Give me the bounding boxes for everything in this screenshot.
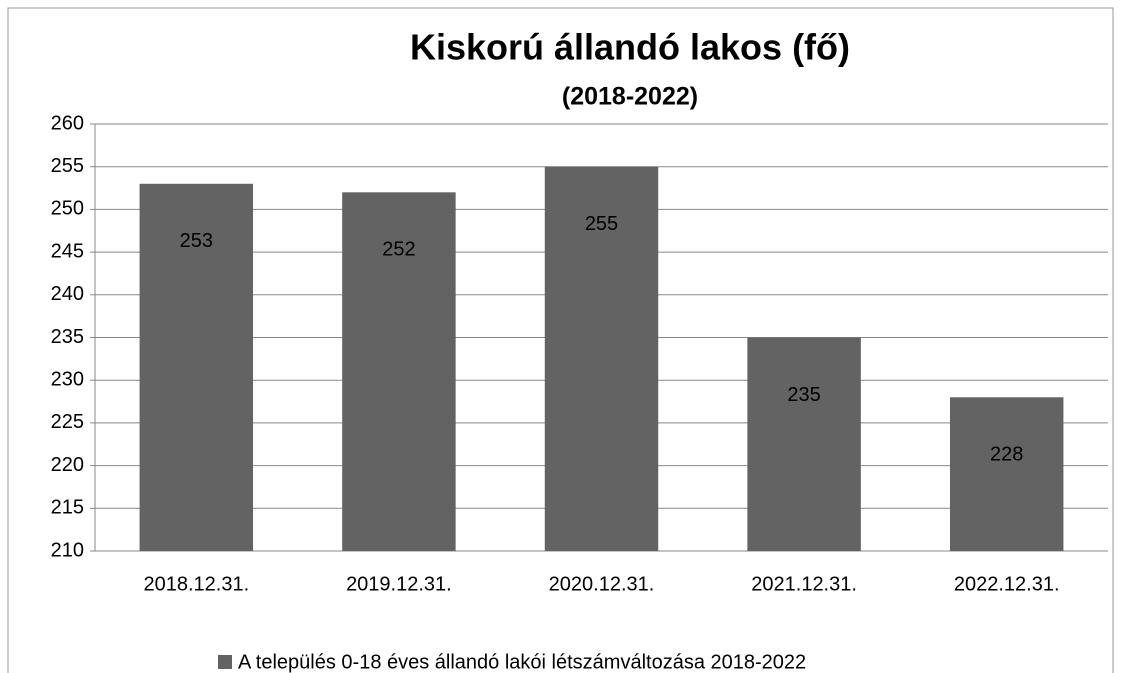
bar: [139, 183, 254, 551]
data-label: 235: [787, 384, 820, 406]
y-tick-label: 235: [51, 326, 84, 348]
y-tick-label: 240: [51, 283, 84, 305]
bar: [342, 192, 456, 551]
data-label: 253: [180, 230, 213, 252]
y-tick-label: 210: [51, 539, 84, 561]
bar: [747, 337, 861, 551]
y-tick-label: 260: [51, 112, 84, 134]
y-tick-label: 245: [51, 240, 84, 262]
bar: [949, 397, 1064, 551]
chart-subtitle: (2018-2022): [562, 83, 698, 111]
x-tick-label: 2022.12.31.: [954, 573, 1060, 595]
x-tick-label: 2021.12.31.: [751, 573, 857, 595]
y-tick-label: 250: [51, 198, 84, 220]
x-tick-label: 2018.12.31.: [143, 573, 249, 595]
legend-label: A település 0-18 éves állandó lakói léts…: [238, 651, 806, 673]
data-label: 252: [382, 239, 415, 261]
y-tick-label: 220: [51, 454, 84, 476]
chart-title: Kiskorú állandó lakos (fő): [410, 27, 850, 68]
y-tick-label: 215: [51, 497, 84, 519]
y-tick-label: 225: [51, 411, 84, 433]
data-label: 255: [585, 213, 618, 235]
y-tick-label: 255: [51, 155, 84, 177]
legend-marker: [218, 655, 232, 669]
bar: [544, 166, 659, 551]
x-tick-label: 2019.12.31.: [346, 573, 452, 595]
data-label: 228: [990, 444, 1023, 466]
x-tick-label: 2020.12.31.: [549, 573, 655, 595]
chart-border: [7, 7, 1114, 673]
y-tick-label: 230: [51, 368, 84, 390]
